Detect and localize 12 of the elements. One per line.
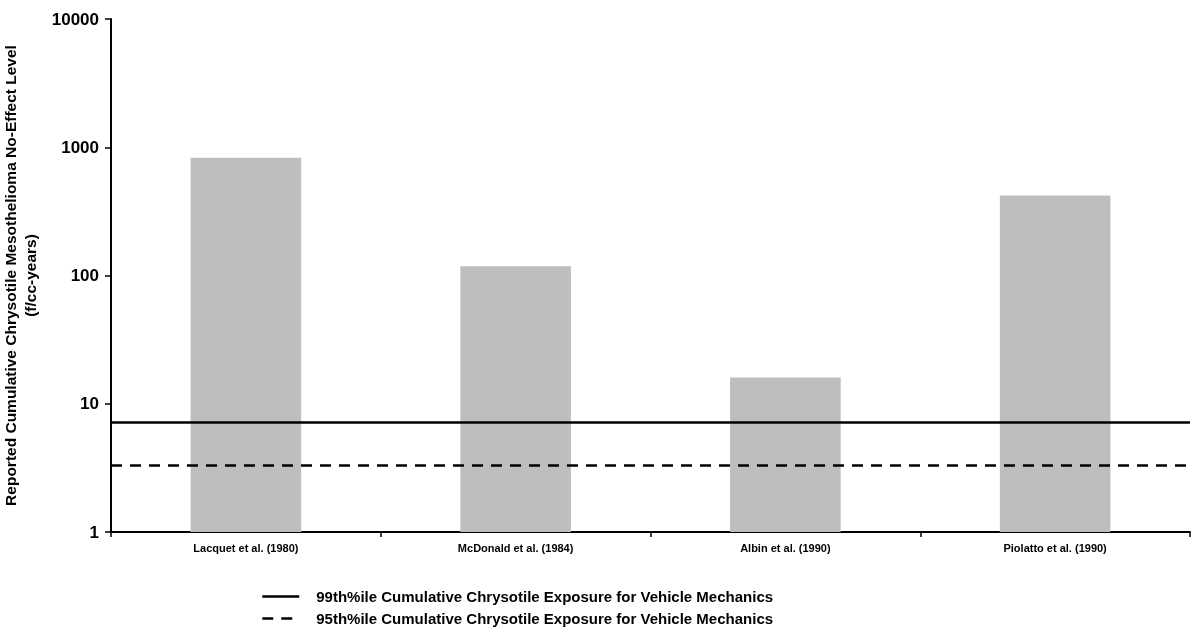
y-tick-label: 10 [80, 394, 99, 414]
y-axis-title: Reported Cumulative Chrysotile Mesothelioma No-Effect Level (f/cc-years) [2, 45, 40, 506]
y-tick-label: 10000 [51, 9, 99, 29]
x-tick-label: Albin et al. (1990) [740, 541, 831, 554]
x-tick-label: Lacquet et al. (1980) [193, 541, 299, 554]
y-tick-label: 100 [70, 266, 99, 285]
legend-label: 99th%ile Cumulative Chrysotile Exposure for Vehicle Mechanics [316, 588, 774, 605]
y-tick-label: 1000 [61, 137, 99, 157]
x-tick-label: Piolatto et al. (1990) [1003, 541, 1108, 554]
legend-label: 95th%ile Cumulative Chrysotile Exposure for Vehicle Mechanics [316, 610, 774, 627]
y-tick-label: 1 [89, 522, 99, 542]
x-tick-label: McDonald et al. (1984) [457, 541, 574, 554]
